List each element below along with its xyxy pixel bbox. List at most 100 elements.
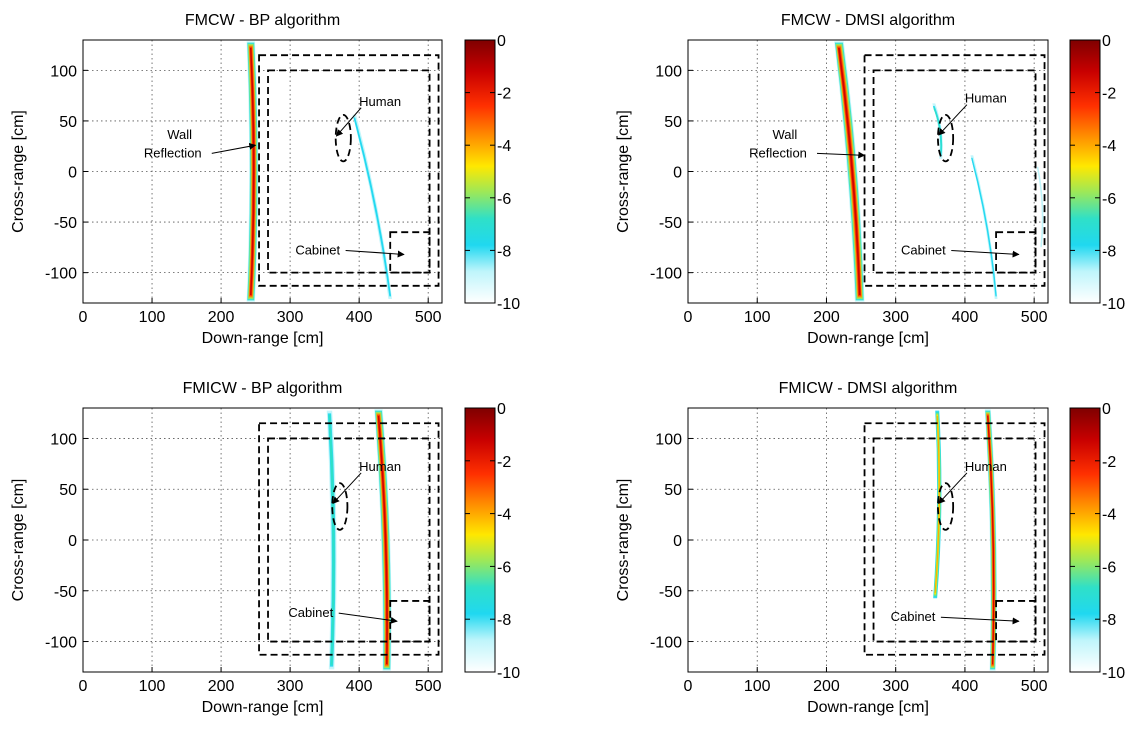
colorbar-tick-label: -6: [497, 191, 511, 208]
room-outline-box: [872, 69, 1037, 274]
gridlines: [688, 408, 1048, 672]
y-tick-label: -50: [659, 215, 682, 232]
heatmap-band: [353, 117, 392, 297]
gridlines: [688, 40, 1048, 303]
x-tick-label: 200: [208, 309, 235, 326]
ticks: 0 100 200 300 400 500 -100 -50 0 50 100: [650, 431, 1048, 695]
y-axis-label: Cross-range [cm]: [615, 479, 632, 602]
y-tick-label: 50: [59, 114, 77, 131]
annotation-arrow: [335, 107, 362, 137]
colorbar-tick-label: -6: [497, 559, 511, 576]
y-tick-label: 100: [50, 431, 77, 448]
y-tick-label: -100: [650, 266, 682, 283]
y-tick-label: 0: [673, 165, 682, 182]
colorbar-tick-label: -4: [497, 507, 511, 524]
heatmap-blob: [932, 408, 943, 601]
heatmap-layer: [932, 408, 998, 672]
colorbar-tick-label: -8: [497, 243, 511, 260]
room-outlines: [863, 54, 1046, 287]
x-axis-label: Down-range [cm]: [202, 330, 324, 347]
colorbar-tick-label: -6: [1102, 191, 1116, 208]
colorbar-gradient: [464, 39, 496, 304]
heatmap-band: [934, 416, 940, 593]
room-outline-box: [389, 231, 431, 274]
annotation-arrow: [338, 612, 398, 624]
heatmap-layer: [325, 408, 393, 672]
colorbar-tick-label: -8: [497, 612, 511, 629]
x-tick-label: 300: [277, 309, 304, 326]
colorbar-tick-label: -10: [1102, 665, 1125, 682]
colorbar: 0 -2 -4 -6 -8 -10: [1069, 33, 1125, 313]
room-outline-box: [872, 437, 1037, 643]
x-tick-label: 0: [684, 678, 693, 695]
heatmap-band: [1037, 169, 1043, 245]
colorbar-tick-label: -4: [1102, 138, 1116, 155]
room-outline-box: [258, 422, 440, 656]
y-tick-label: 50: [664, 114, 682, 131]
heatmap-blob: [373, 408, 393, 672]
room-outline-box: [863, 54, 1046, 287]
annotation-label: Wall: [167, 127, 192, 142]
annotations: Human Wall Reflection Cabinet: [144, 94, 405, 258]
heatmap-blob: [984, 408, 998, 672]
heatmap-band: [377, 416, 388, 664]
annotation-arrow: [938, 472, 968, 504]
x-tick-label: 400: [952, 678, 979, 695]
annotation-label: Cabinet: [288, 605, 333, 620]
colorbar-tick-label: 0: [1102, 33, 1111, 50]
y-tick-label: -50: [54, 584, 77, 601]
x-tick-label: 0: [79, 309, 88, 326]
colorbar-gradient: [464, 407, 496, 673]
heatmap-blob: [245, 40, 260, 303]
annotation-label: Cabinet: [891, 609, 936, 624]
annotation-arrow: [211, 142, 257, 154]
room-outline-box: [267, 69, 431, 274]
human-outline: [937, 113, 955, 163]
heatmap-blob: [969, 151, 999, 303]
heatmap-layer: [245, 40, 394, 303]
x-axis-label: Down-range [cm]: [807, 699, 929, 716]
heatmap-band: [1036, 166, 1044, 248]
colorbar-tick-label: 0: [497, 33, 506, 50]
x-tick-label: 300: [277, 678, 304, 695]
room-outline-box: [995, 231, 1037, 274]
annotation-arrow: [938, 104, 968, 136]
x-axis-label: Down-range [cm]: [807, 330, 929, 347]
annotation-arrow: [951, 249, 1020, 258]
annotation-label: Cabinet: [295, 242, 340, 257]
x-axis-label: Down-range [cm]: [202, 699, 324, 716]
y-tick-label: 0: [673, 533, 682, 550]
annotation-label: Cabinet: [901, 242, 946, 257]
colorbar: 0 -2 -4 -6 -8 -10: [464, 401, 520, 682]
y-axis-label: Cross-range [cm]: [10, 110, 27, 233]
heatmap-band: [932, 104, 943, 158]
ticks: 0 100 200 300 400 500 -100 -50 0 50 100: [45, 63, 442, 326]
annotation-arrow: [332, 472, 362, 504]
room-outlines: [258, 422, 440, 656]
heatmap-band: [838, 48, 861, 295]
annotation-label: Human: [965, 91, 1007, 106]
colorbar-tick-label: -4: [1102, 507, 1116, 524]
x-tick-label: 100: [744, 678, 771, 695]
heatmap-band: [328, 416, 335, 664]
heatmap-blob: [833, 40, 866, 303]
x-tick-label: 100: [139, 678, 166, 695]
subplot-title: FMCW - BP algorithm: [185, 12, 340, 29]
x-tick-label: 300: [882, 309, 909, 326]
room-outline-box: [863, 422, 1046, 656]
heatmap-band: [249, 46, 256, 297]
x-tick-label: 200: [208, 678, 235, 695]
y-tick-label: -50: [659, 584, 682, 601]
colorbar: 0 -2 -4 -6 -8 -10: [1069, 401, 1125, 682]
colorbar-tick-label: 0: [497, 401, 506, 418]
x-tick-label: 100: [744, 309, 771, 326]
colorbar-tick-label: -10: [497, 296, 520, 313]
annotation-label: Human: [359, 459, 401, 474]
gridlines: [83, 408, 442, 672]
annotation-arrow: [816, 151, 866, 159]
annotations: Human Wall Reflection Cabinet: [749, 91, 1020, 258]
